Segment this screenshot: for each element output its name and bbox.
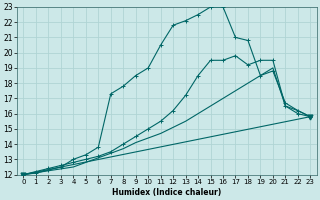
X-axis label: Humidex (Indice chaleur): Humidex (Indice chaleur) [112, 188, 221, 197]
